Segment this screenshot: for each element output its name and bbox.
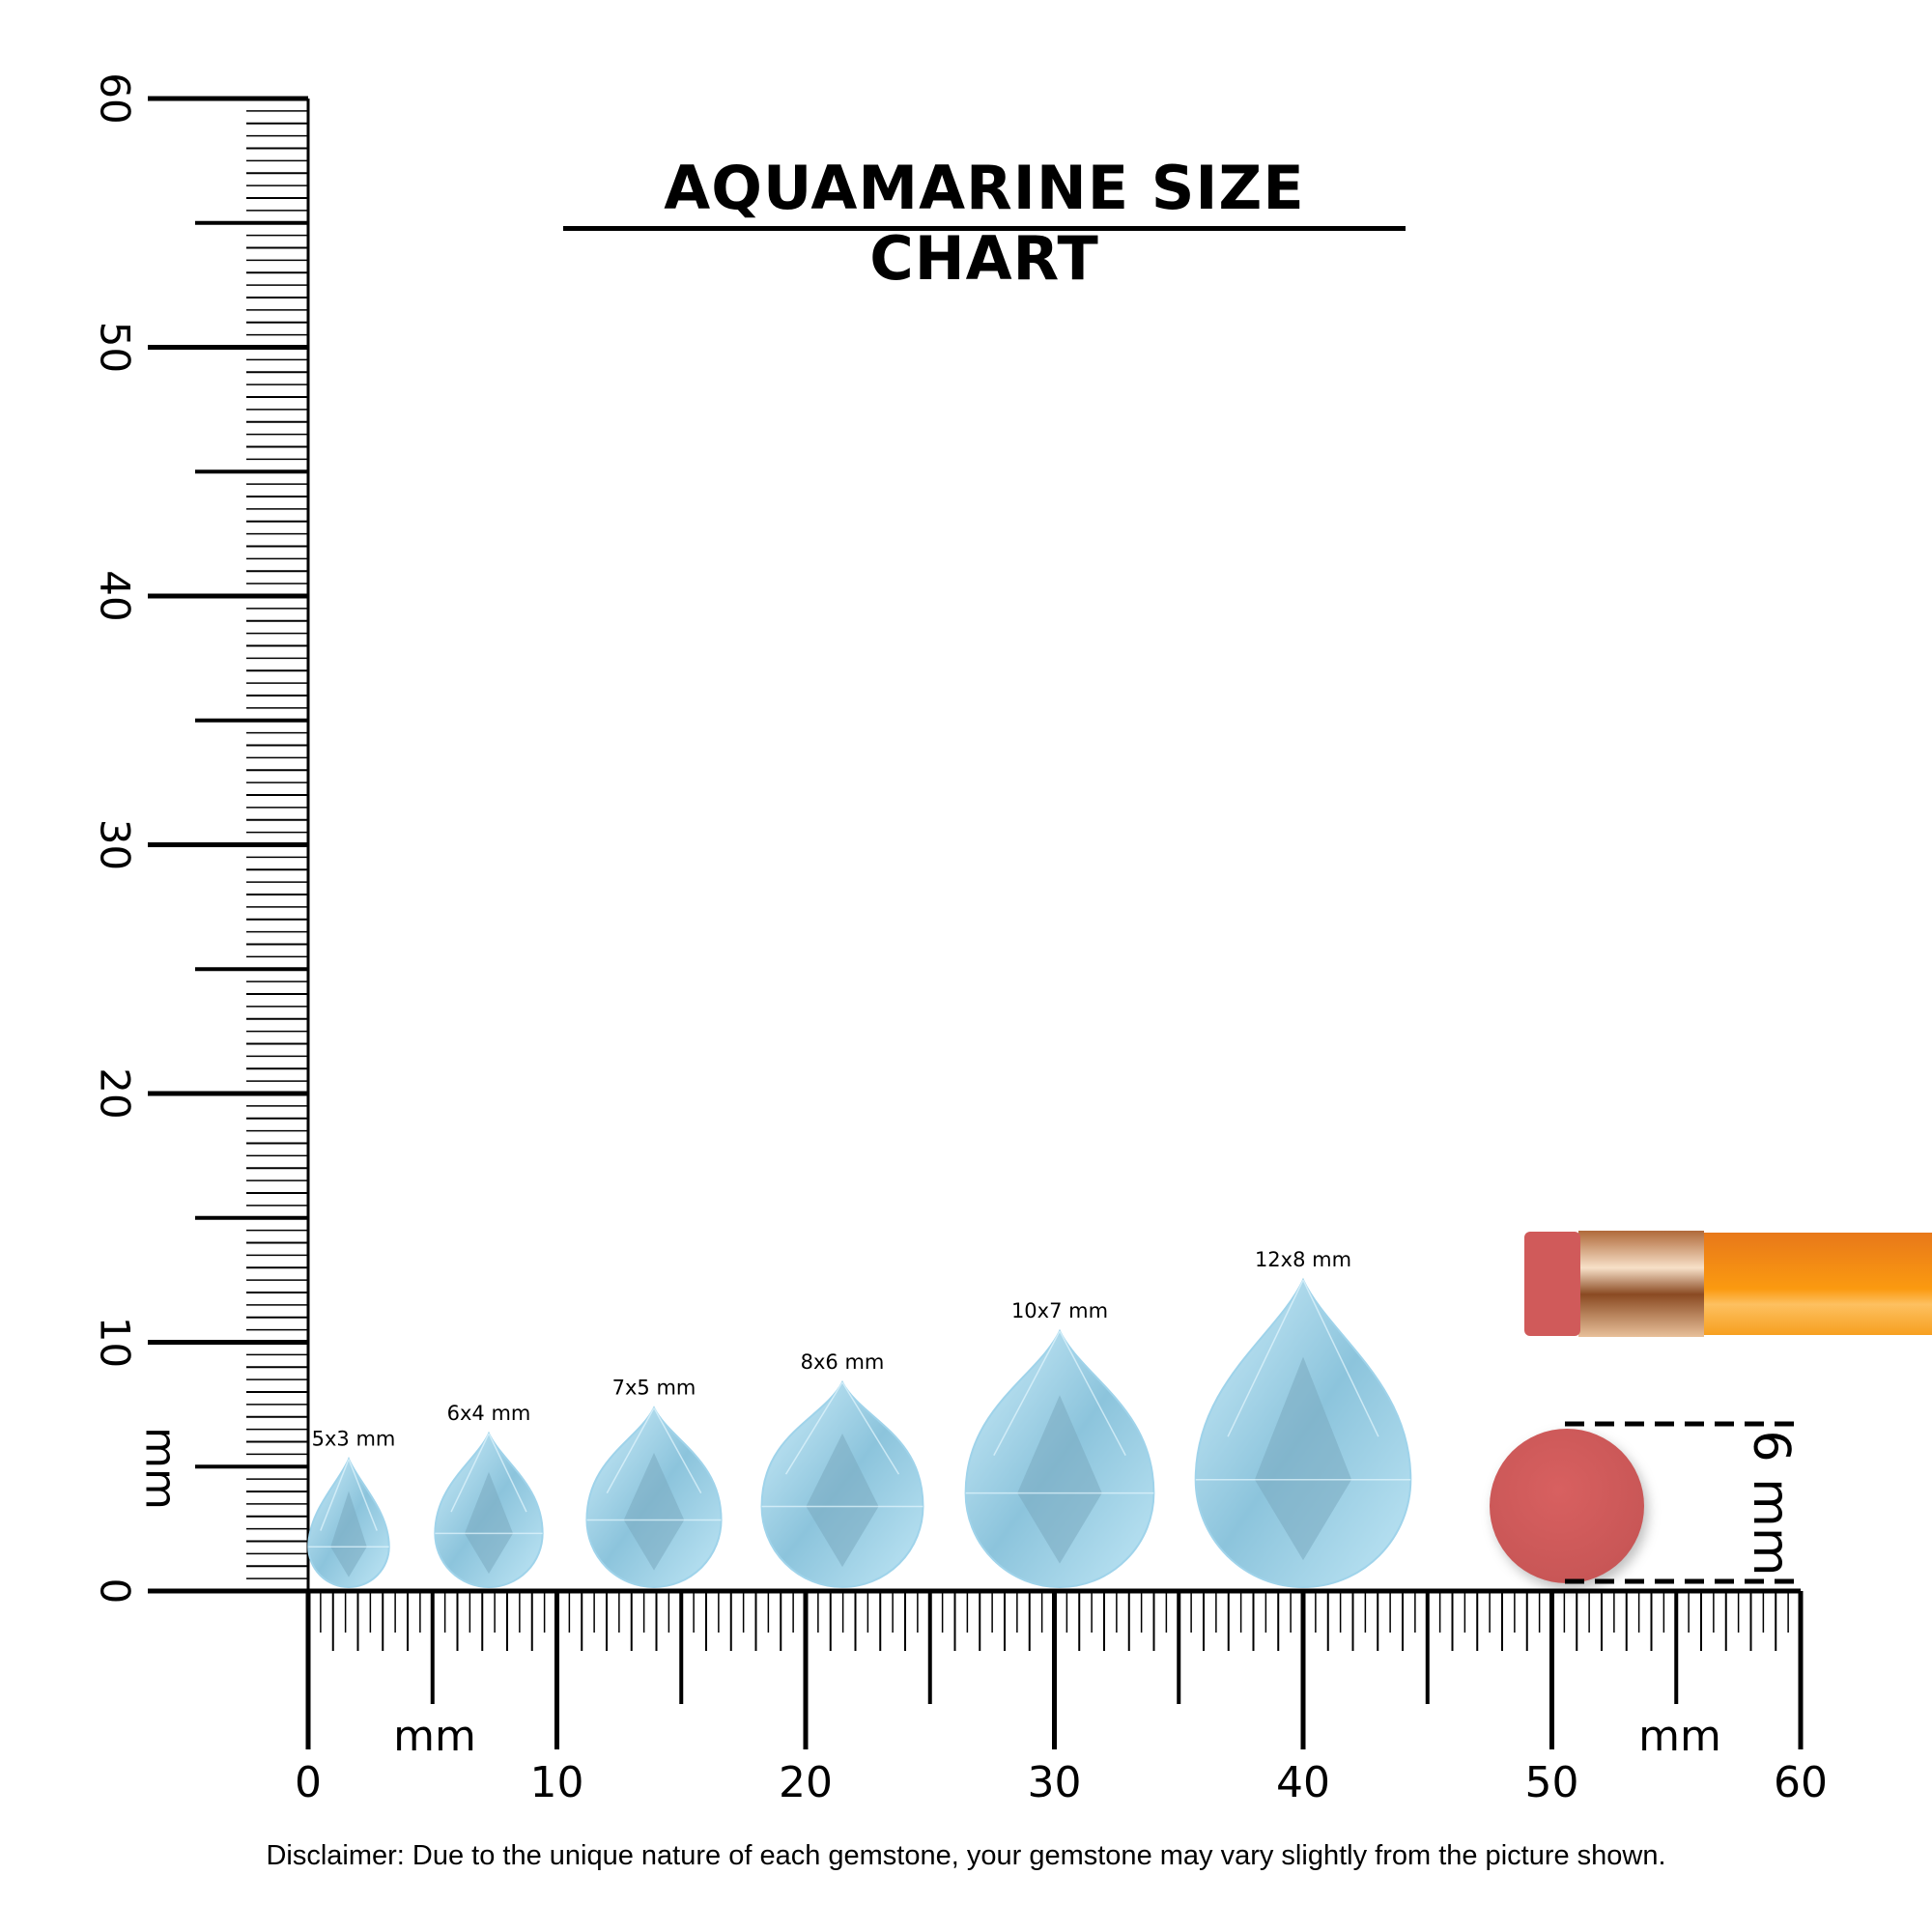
pencil-image	[1524, 1231, 1932, 1337]
horizontal-ruler-label: 60	[1774, 1758, 1828, 1807]
pencil-ferrule	[1578, 1231, 1704, 1337]
horizontal-ruler-unit-label: mm	[1638, 1712, 1721, 1761]
vertical-ruler-label: 20	[92, 1067, 139, 1119]
vertical-ruler-label: 0	[92, 1578, 139, 1605]
gem-facet-lines	[761, 1381, 923, 1508]
gem-facet-lines	[586, 1407, 722, 1521]
gem-table-facet	[806, 1434, 879, 1568]
horizontal-ruler-label: 50	[1525, 1758, 1579, 1807]
horizontal-ruler-label: 0	[295, 1758, 322, 1807]
horizontal-ruler-label: 10	[530, 1758, 584, 1807]
gem-12x8mm: 12x8 mm	[1194, 1248, 1412, 1588]
gem-size-label: 7x5 mm	[612, 1377, 696, 1400]
gem-facet-lines	[1195, 1279, 1411, 1481]
gem-table-facet	[1254, 1356, 1352, 1561]
pencil-eraser	[1524, 1232, 1580, 1336]
disclaimer-text: Disclaimer: Due to the unique nature of …	[266, 1840, 1666, 1871]
gem-table-facet	[1017, 1395, 1102, 1564]
vertical-ruler-label: 30	[92, 819, 139, 870]
vertical-ruler-label: 40	[92, 570, 139, 621]
horizontal-ruler-unit-label: mm	[393, 1712, 476, 1761]
gem-facet-lines	[308, 1459, 389, 1548]
gem-table-facet	[464, 1471, 514, 1575]
eraser-size-label: 6 mm	[1742, 1431, 1800, 1577]
gem-size-label: 10x7 mm	[1011, 1299, 1108, 1322]
horizontal-ruler-label: 20	[779, 1758, 833, 1807]
vertical-ruler-label: 50	[92, 322, 139, 373]
eraser-circle	[1490, 1429, 1644, 1583]
vertical-ruler-unit-label: mm	[136, 1427, 185, 1510]
title-underline	[563, 226, 1406, 231]
vertical-ruler-label: 60	[92, 72, 139, 124]
gem-size-label: 6x4 mm	[447, 1402, 531, 1425]
gem-10x7mm: 10x7 mm	[964, 1299, 1155, 1588]
vertical-ruler-label: 10	[92, 1317, 139, 1368]
gem-table-facet	[623, 1452, 685, 1571]
gem-facet-lines	[435, 1433, 543, 1535]
gem-size-label: 5x3 mm	[312, 1428, 396, 1451]
horizontal-ruler-label: 40	[1276, 1758, 1330, 1807]
gem-5x3mm: 5x3 mm	[307, 1428, 396, 1588]
horizontal-ruler-label: 30	[1028, 1758, 1082, 1807]
gem-6x4mm: 6x4 mm	[434, 1402, 544, 1588]
gem-table-facet	[330, 1491, 367, 1577]
gem-size-label: 12x8 mm	[1255, 1248, 1351, 1271]
gem-8x6mm: 8x6 mm	[760, 1350, 924, 1588]
chart-title: AQUAMARINE SIZE CHART	[664, 153, 1305, 294]
gem-7x5mm: 7x5 mm	[585, 1377, 723, 1589]
gem-size-label: 8x6 mm	[801, 1350, 885, 1374]
gem-facet-lines	[965, 1330, 1154, 1494]
pencil-body	[1702, 1233, 1932, 1335]
